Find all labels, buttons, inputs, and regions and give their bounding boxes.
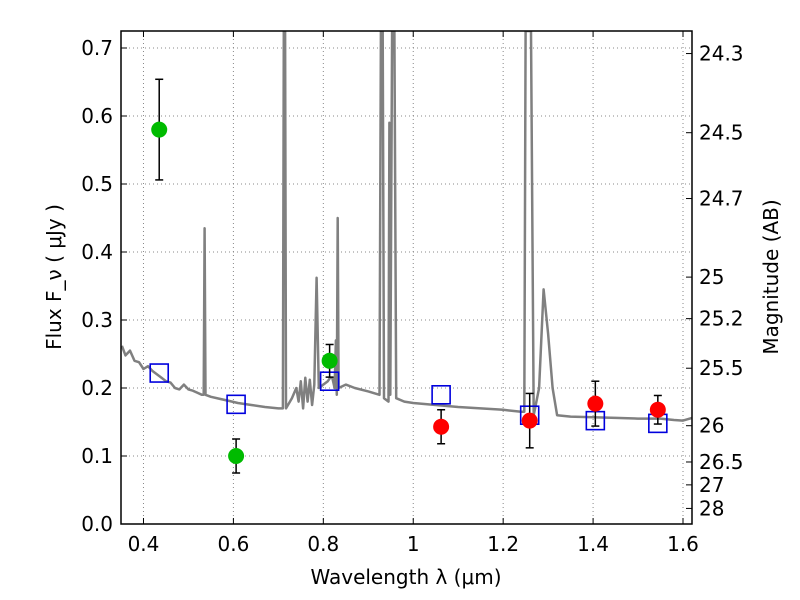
right-tick-label: 24.3 (699, 42, 744, 66)
y-tick-label: 0.6 (81, 104, 113, 128)
y-tick-label: 0.7 (81, 36, 113, 60)
x-tick-label: 0.6 (217, 532, 249, 556)
model-flux-square (431, 384, 451, 405)
x-tick-label: 1.4 (577, 532, 609, 556)
right-tick-label: 24.5 (699, 121, 744, 145)
right-tick-label: 25.5 (699, 356, 744, 380)
x-tick-label: 0.8 (307, 532, 339, 556)
right-axis-label: Magnitude (AB) (759, 199, 783, 354)
x-tick-label: 1.6 (667, 532, 699, 556)
x-axis-label: Wavelength λ (μm) (310, 565, 501, 589)
observed-flux-point (151, 121, 168, 138)
y-tick-label: 0.4 (81, 240, 113, 264)
grid-lines (121, 31, 692, 525)
y-tick-label: 0.0 (81, 512, 113, 536)
x-tick-label: 1 (407, 532, 420, 556)
right-tick-label: 25 (699, 265, 724, 289)
x-tick-label: 0.4 (128, 532, 160, 556)
observed-flux-point (521, 412, 538, 429)
right-tick-label: 24.7 (699, 187, 744, 211)
right-tick-label: 26 (699, 414, 724, 438)
observed-flux-point (321, 352, 338, 369)
x-tick-label: 1.2 (487, 532, 519, 556)
observed-flux-point (587, 395, 604, 412)
right-tick-label: 27 (699, 473, 724, 497)
plot-frame (120, 30, 693, 525)
plot-area (121, 31, 692, 474)
y-axis-label: Flux F_ν ( μJy ) (42, 204, 66, 350)
right-tick-label: 26.5 (699, 450, 744, 474)
right-tick-label: 25.2 (699, 307, 744, 331)
model-flux-square (149, 363, 170, 383)
model-flux-square (226, 394, 246, 415)
observed-flux-point (649, 401, 666, 418)
observed-flux-point (228, 448, 245, 464)
axes: 0.4 0.6 0.8 1 1.2 1.4 1.6 0.0 0.1 0.2 0.3 0.4 0.5 0.6… (81, 30, 744, 556)
right-tick-label: 28 (699, 496, 724, 520)
y-tick-label: 0.3 (81, 308, 113, 332)
y-tick-label: 0.2 (81, 376, 113, 400)
y-tick-label: 0.5 (81, 172, 113, 196)
y-tick-label: 0.1 (81, 444, 113, 468)
observed-flux-point (433, 418, 450, 435)
model-spectrum-line (121, 31, 692, 422)
